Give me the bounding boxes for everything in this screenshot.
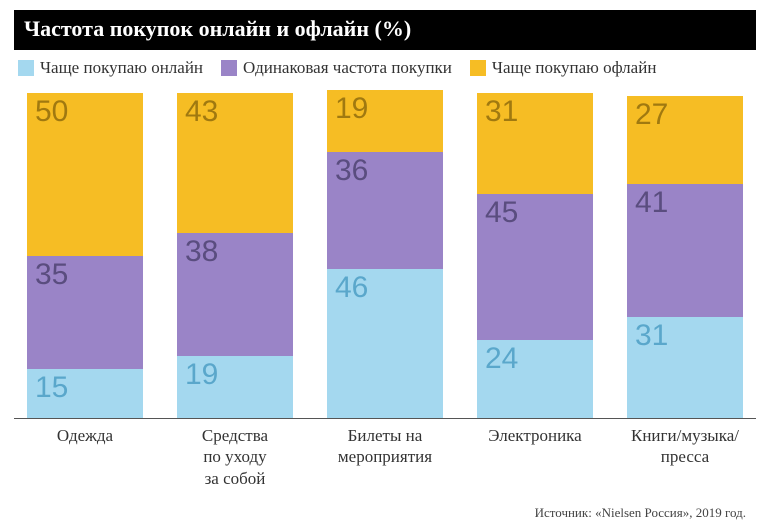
chart-column: 46 36 19 <box>320 90 450 418</box>
bar-value-offline: 43 <box>177 93 226 127</box>
x-axis-label: Средствапо уходуза собой <box>170 425 300 489</box>
bar-segment-online: 15 <box>27 369 143 418</box>
legend-item-online: Чаще покупаю онлайн <box>18 58 203 78</box>
bar-value-offline: 27 <box>627 96 676 130</box>
bar-segment-equal: 35 <box>27 256 143 370</box>
bar-segment-offline: 19 <box>327 90 443 152</box>
legend-swatch-online <box>18 60 34 76</box>
stacked-bar: 24 45 31 <box>477 93 593 418</box>
bar-value-equal: 38 <box>177 233 226 267</box>
stacked-bar: 31 41 27 <box>627 96 743 418</box>
source-text: Источник: «Nielsen Россия», 2019 год. <box>14 489 756 521</box>
chart-column: 24 45 31 <box>470 93 600 418</box>
legend-label-online: Чаще покупаю онлайн <box>40 58 203 78</box>
bar-segment-offline: 50 <box>27 93 143 256</box>
bar-value-online: 15 <box>27 369 76 403</box>
bar-segment-online: 31 <box>627 317 743 418</box>
legend-label-offline: Чаще покупаю офлайн <box>492 58 657 78</box>
bar-value-offline: 31 <box>477 93 526 127</box>
bar-value-equal: 41 <box>627 184 676 218</box>
stacked-bar-chart: 15 35 50 19 38 43 46 36 19 24 45 31 31 41 27 <box>14 88 756 419</box>
bar-value-online: 19 <box>177 356 226 390</box>
x-axis-label: Книги/музыка/пресса <box>620 425 750 489</box>
bar-segment-equal: 36 <box>327 152 443 269</box>
chart-column: 31 41 27 <box>620 96 750 418</box>
chart-column: 19 38 43 <box>170 93 300 418</box>
bar-segment-online: 19 <box>177 356 293 418</box>
bar-value-online: 24 <box>477 340 526 374</box>
bar-segment-online: 46 <box>327 269 443 419</box>
chart-title: Частота покупок онлайн и офлайн (%) <box>14 10 756 50</box>
bar-value-equal: 36 <box>327 152 376 186</box>
stacked-bar: 46 36 19 <box>327 90 443 418</box>
stacked-bar: 19 38 43 <box>177 93 293 418</box>
bar-segment-equal: 38 <box>177 233 293 357</box>
bar-segment-offline: 31 <box>477 93 593 194</box>
legend-item-equal: Одинаковая частота покупки <box>221 58 452 78</box>
x-axis-label: Электроника <box>470 425 600 489</box>
bar-value-offline: 50 <box>27 93 76 127</box>
legend: Чаще покупаю онлайн Одинаковая частота п… <box>14 56 756 88</box>
bar-segment-offline: 27 <box>627 96 743 184</box>
bar-segment-equal: 41 <box>627 184 743 317</box>
x-axis-labels: Одежда Средствапо уходуза собой Билеты нам… <box>14 419 756 489</box>
legend-swatch-equal <box>221 60 237 76</box>
chart-column: 15 35 50 <box>20 93 150 418</box>
bar-segment-offline: 43 <box>177 93 293 233</box>
bar-segment-online: 24 <box>477 340 593 418</box>
bar-segment-equal: 45 <box>477 194 593 340</box>
bar-value-online: 46 <box>327 269 376 303</box>
stacked-bar: 15 35 50 <box>27 93 143 418</box>
bar-value-equal: 35 <box>27 256 76 290</box>
legend-item-offline: Чаще покупаю офлайн <box>470 58 657 78</box>
legend-label-equal: Одинаковая частота покупки <box>243 58 452 78</box>
legend-swatch-offline <box>470 60 486 76</box>
bar-value-equal: 45 <box>477 194 526 228</box>
x-axis-label: Билеты намероприятия <box>320 425 450 489</box>
bar-value-offline: 19 <box>327 90 376 124</box>
bar-value-online: 31 <box>627 317 676 351</box>
x-axis-label: Одежда <box>20 425 150 489</box>
